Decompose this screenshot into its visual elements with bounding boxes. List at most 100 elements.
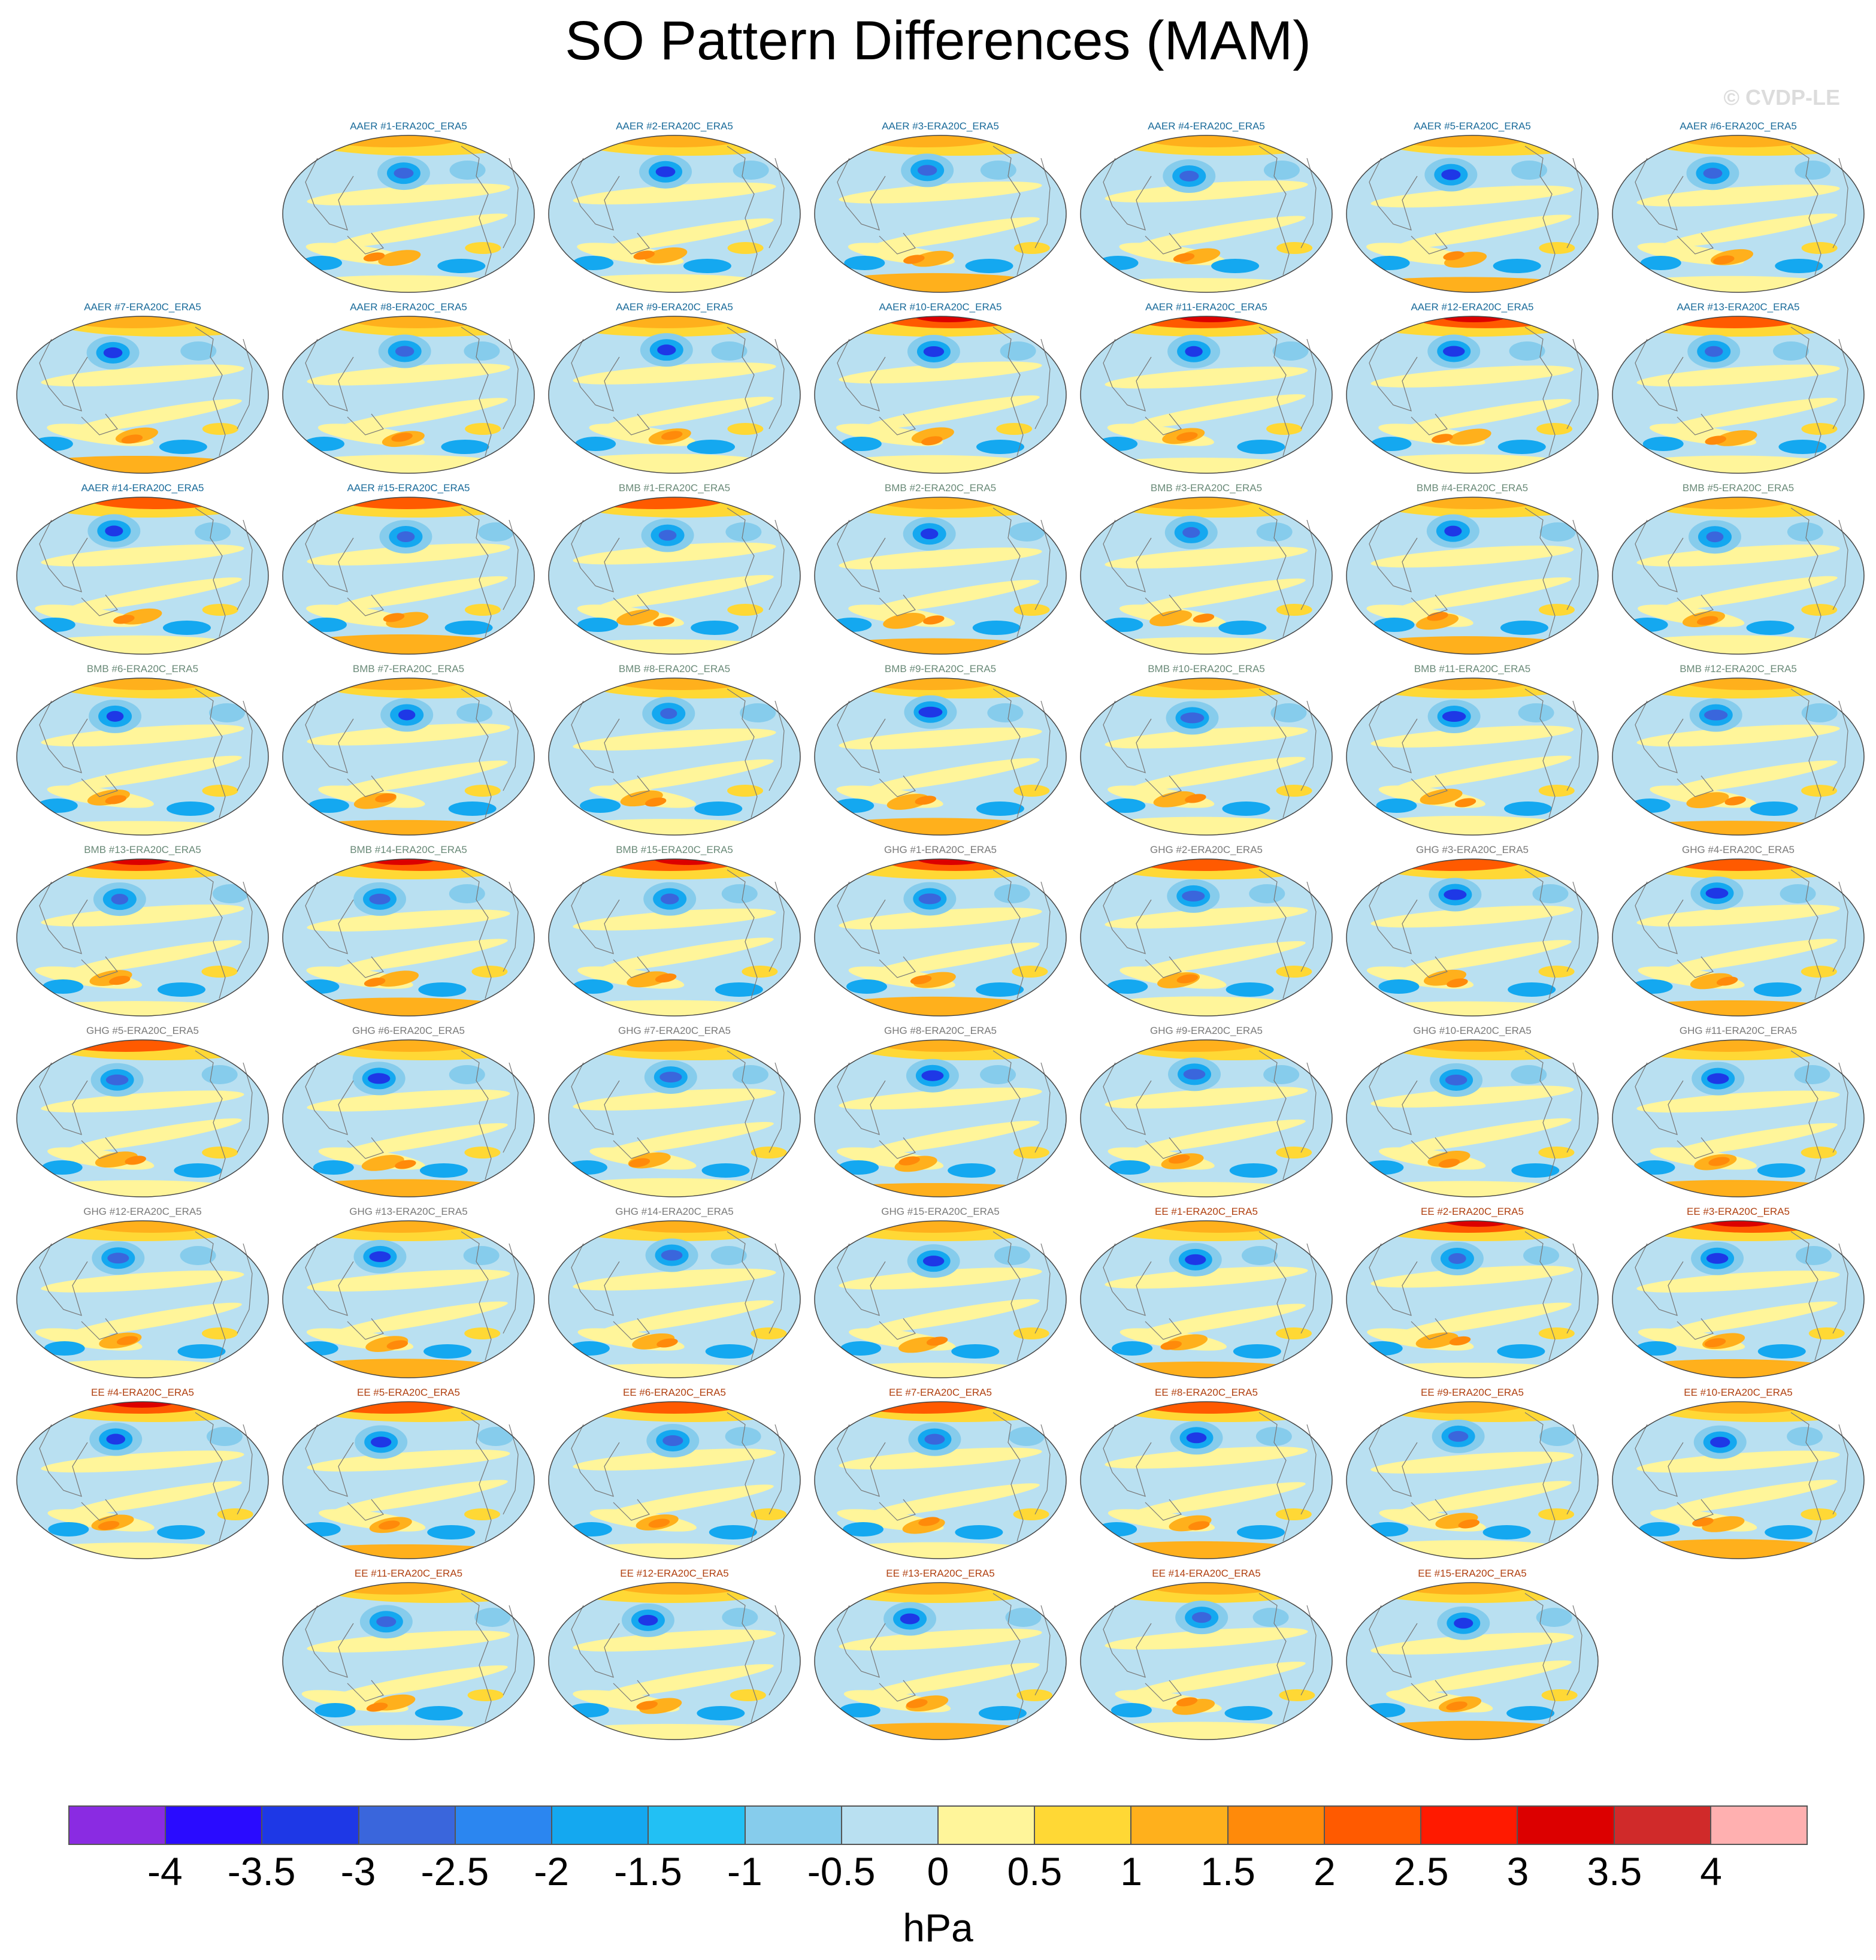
colorbar-tick-label: 4 (1700, 1849, 1723, 1894)
map-panel: EE #5-ERA20C_ERA5 (277, 1386, 540, 1563)
panel-title: GHG #11-ERA20C_ERA5 (1679, 1025, 1798, 1036)
pattern-map (548, 1582, 801, 1740)
panel-title: EE #1-ERA20C_ERA5 (1155, 1206, 1258, 1217)
panel-title: EE #15-ERA20C_ERA5 (1418, 1568, 1527, 1579)
pattern-map (1612, 1039, 1865, 1197)
panel-title: BMB #1-ERA20C_ERA5 (618, 482, 731, 494)
panel-title: BMB #15-ERA20C_ERA5 (616, 844, 733, 855)
pattern-map (282, 497, 535, 655)
map-panel: GHG #7-ERA20C_ERA5 (543, 1024, 806, 1202)
map-panel: EE #12-ERA20C_ERA5 (543, 1567, 806, 1744)
map-panel: BMB #8-ERA20C_ERA5 (543, 663, 806, 840)
colorbar-tick-label: 1.5 (1200, 1849, 1255, 1894)
panel-title: AAER #8-ERA20C_ERA5 (350, 301, 467, 313)
map-panel: EE #2-ERA20C_ERA5 (1341, 1205, 1604, 1383)
panel-title: AAER #5-ERA20C_ERA5 (1414, 120, 1531, 132)
panel-title: EE #5-ERA20C_ERA5 (357, 1387, 460, 1398)
map-panel: AAER #11-ERA20C_ERA5 (1075, 301, 1338, 478)
map-panel: EE #6-ERA20C_ERA5 (543, 1386, 806, 1563)
map-panel: GHG #5-ERA20C_ERA5 (11, 1024, 274, 1202)
colorbar-tick-label: -0.5 (807, 1849, 876, 1894)
map-panel: BMB #14-ERA20C_ERA5 (277, 843, 540, 1021)
colorbar-tick-label: 3 (1506, 1849, 1529, 1894)
panel-title: EE #11-ERA20C_ERA5 (354, 1568, 463, 1579)
panel-title: AAER #2-ERA20C_ERA5 (616, 120, 733, 132)
panel-title: AAER #15-ERA20C_ERA5 (347, 482, 470, 494)
map-panel: GHG #12-ERA20C_ERA5 (11, 1205, 274, 1383)
pattern-map (814, 1039, 1067, 1197)
panel-title: AAER #14-ERA20C_ERA5 (81, 482, 204, 494)
colorbar (68, 1805, 1808, 1845)
panel-title: GHG #13-ERA20C_ERA5 (349, 1206, 468, 1217)
figure-title: SO Pattern Differences (MAM) (565, 10, 1311, 71)
colorbar-box (938, 1807, 1036, 1844)
panel-title: GHG #3-ERA20C_ERA5 (1415, 844, 1529, 855)
map-panel: BMB #13-ERA20C_ERA5 (11, 843, 274, 1021)
pattern-map (16, 316, 269, 474)
map-panel: GHG #6-ERA20C_ERA5 (277, 1024, 540, 1202)
colorbar-tick-label: -1.5 (614, 1849, 682, 1894)
panel-grid: AAER #1-ERA20C_ERA5 AAER #2-ERA20C_ERA5 AA… (11, 120, 1870, 1744)
map-panel: EE #14-ERA20C_ERA5 (1075, 1567, 1338, 1744)
panel-title: GHG #12-ERA20C_ERA5 (83, 1206, 202, 1217)
map-panel: BMB #12-ERA20C_ERA5 (1606, 663, 1870, 840)
map-panel: GHG #8-ERA20C_ERA5 (809, 1024, 1072, 1202)
map-panel: BMB #7-ERA20C_ERA5 (277, 663, 540, 840)
map-panel: GHG #4-ERA20C_ERA5 (1606, 843, 1870, 1021)
colorbar-box (1711, 1807, 1807, 1844)
colorbar-tick-label: -2.5 (420, 1849, 489, 1894)
panel-title: BMB #4-ERA20C_ERA5 (1416, 482, 1529, 494)
panel-title: GHG #9-ERA20C_ERA5 (1149, 1025, 1263, 1036)
colorbar-units: hPa (903, 1905, 973, 1950)
colorbar-tick-label: 3.5 (1587, 1849, 1642, 1894)
pattern-map (1080, 135, 1333, 293)
map-panel: AAER #3-ERA20C_ERA5 (809, 120, 1072, 297)
panel-title: EE #3-ERA20C_ERA5 (1687, 1206, 1790, 1217)
panel-title: EE #8-ERA20C_ERA5 (1155, 1387, 1258, 1398)
pattern-map (1612, 1220, 1865, 1378)
colorbar-tick-label: -3 (340, 1849, 376, 1894)
panel-title: GHG #1-ERA20C_ERA5 (883, 844, 997, 855)
panel-title: AAER #1-ERA20C_ERA5 (350, 120, 467, 132)
panel-title: BMB #12-ERA20C_ERA5 (1680, 663, 1797, 674)
map-panel: BMB #2-ERA20C_ERA5 (809, 482, 1072, 659)
colorbar-ticks: -4 -3.5 -3 -2.5 -2 -1.5 -1 -0.5 0 0.5 1 1.5 2 2.5 3 3.5… (68, 1849, 1808, 1902)
map-panel: EE #8-ERA20C_ERA5 (1075, 1386, 1338, 1563)
colorbar-box (842, 1807, 939, 1844)
colorbar-box (1518, 1807, 1615, 1844)
map-panel: BMB #1-ERA20C_ERA5 (543, 482, 806, 659)
panel-title: AAER #6-ERA20C_ERA5 (1680, 120, 1797, 132)
panel-title: BMB #8-ERA20C_ERA5 (618, 663, 731, 674)
panel-title: EE #7-ERA20C_ERA5 (889, 1387, 992, 1398)
colorbar-box (1614, 1807, 1711, 1844)
panel-title: EE #14-ERA20C_ERA5 (1152, 1568, 1261, 1579)
panel-title: GHG #4-ERA20C_ERA5 (1681, 844, 1795, 855)
panel-title: GHG #14-ERA20C_ERA5 (615, 1206, 734, 1217)
colorbar-box (1421, 1807, 1518, 1844)
map-panel: AAER #7-ERA20C_ERA5 (11, 301, 274, 478)
map-panel: AAER #1-ERA20C_ERA5 (277, 120, 540, 297)
colorbar-tick-label: 2 (1313, 1849, 1336, 1894)
colorbar-box (649, 1807, 746, 1844)
pattern-map (1346, 497, 1599, 655)
pattern-map (1612, 858, 1865, 1017)
panel-title: GHG #8-ERA20C_ERA5 (883, 1025, 997, 1036)
pattern-map (1080, 497, 1333, 655)
map-panel: BMB #5-ERA20C_ERA5 (1606, 482, 1870, 659)
map-panel: GHG #10-ERA20C_ERA5 (1341, 1024, 1604, 1202)
map-panel: GHG #15-ERA20C_ERA5 (809, 1205, 1072, 1383)
map-panel: GHG #13-ERA20C_ERA5 (277, 1205, 540, 1383)
pattern-map (548, 1039, 801, 1197)
colorbar-tick-label: 1 (1120, 1849, 1143, 1894)
pattern-map (16, 1220, 269, 1378)
panel-title: EE #6-ERA20C_ERA5 (623, 1387, 726, 1398)
map-panel: AAER #13-ERA20C_ERA5 (1606, 301, 1870, 478)
pattern-map (282, 316, 535, 474)
pattern-map (548, 1401, 801, 1559)
panel-title: BMB #13-ERA20C_ERA5 (84, 844, 201, 855)
pattern-map (282, 858, 535, 1017)
panel-title: BMB #11-ERA20C_ERA5 (1414, 663, 1531, 674)
panel-title: BMB #2-ERA20C_ERA5 (884, 482, 997, 494)
pattern-map (1080, 1582, 1333, 1740)
panel-title: GHG #2-ERA20C_ERA5 (1149, 844, 1263, 855)
